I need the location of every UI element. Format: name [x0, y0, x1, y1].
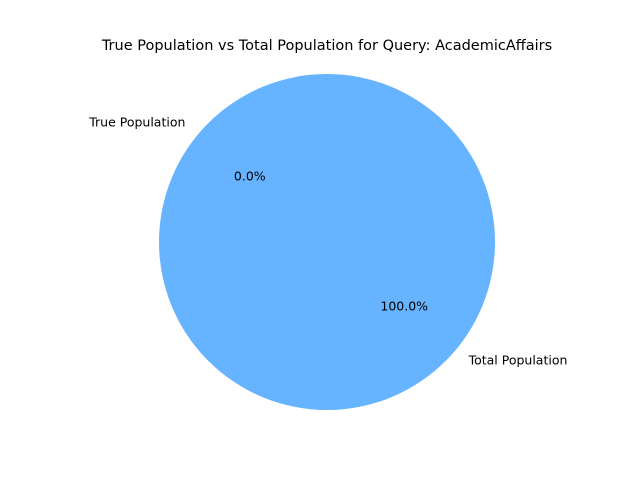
slice-label-total-population: Total Population — [468, 352, 568, 367]
pie-slices — [159, 74, 495, 410]
slice-percent-true-population: 0.0% — [234, 169, 266, 184]
chart-title: True Population vs Total Population for … — [101, 38, 552, 54]
slice-percent-total-population: 100.0% — [380, 298, 428, 313]
slice-label-true-population: True Population — [88, 115, 185, 130]
pie-labels: True Population 0.0% Total Population 100.0… — [88, 115, 567, 368]
pie-slice-total-population — [159, 74, 495, 410]
